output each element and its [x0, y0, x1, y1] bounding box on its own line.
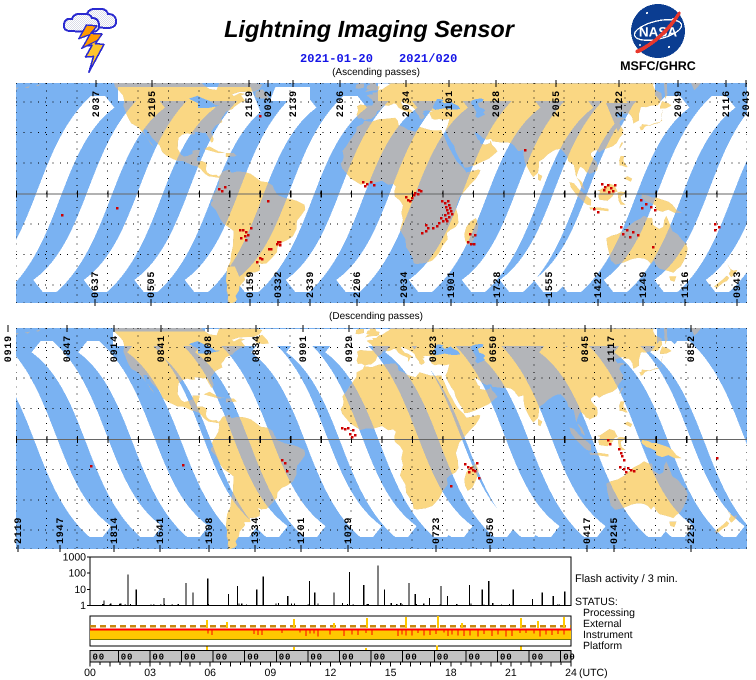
svg-text:0245: 0245 — [610, 517, 621, 544]
svg-text:0845: 0845 — [581, 335, 592, 362]
svg-text:00: 00 — [310, 653, 322, 663]
svg-text:2055: 2055 — [552, 90, 563, 117]
svg-text:100: 100 — [68, 568, 86, 580]
svg-text:21: 21 — [505, 667, 517, 679]
svg-text:00: 00 — [184, 653, 196, 663]
svg-text:0417: 0417 — [583, 517, 594, 544]
svg-text:00: 00 — [247, 653, 259, 663]
svg-text:0919: 0919 — [4, 335, 15, 362]
svg-text:2049: 2049 — [674, 90, 685, 117]
svg-text:2043: 2043 — [742, 90, 753, 117]
svg-text:1641: 1641 — [156, 517, 167, 544]
svg-text:1117: 1117 — [607, 335, 618, 362]
svg-text:0929: 0929 — [345, 335, 356, 362]
svg-text:Instrument: Instrument — [583, 629, 633, 641]
svg-text:0943: 0943 — [733, 271, 744, 298]
svg-text:2028: 2028 — [492, 90, 503, 117]
svg-text:00: 00 — [342, 653, 354, 663]
svg-text:2034: 2034 — [400, 271, 411, 298]
svg-text:1201: 1201 — [297, 517, 308, 544]
svg-text:1000: 1000 — [63, 552, 87, 564]
svg-text:00: 00 — [563, 653, 575, 663]
svg-text:Flash activity / 3 min.: Flash activity / 3 min. — [575, 573, 678, 585]
svg-text:2021/020: 2021/020 — [399, 52, 457, 66]
svg-text:1029: 1029 — [344, 517, 355, 544]
svg-text:0637: 0637 — [91, 271, 102, 298]
svg-text:2339: 2339 — [306, 271, 317, 298]
svg-text:00: 00 — [279, 653, 291, 663]
svg-text:2122: 2122 — [615, 90, 626, 117]
svg-text:2139: 2139 — [289, 90, 300, 117]
svg-text:1947: 1947 — [56, 517, 67, 544]
svg-text:Lightning Imaging Sensor: Lightning Imaging Sensor — [224, 16, 516, 42]
svg-text:18: 18 — [445, 667, 457, 679]
svg-text:2021-01-20: 2021-01-20 — [300, 52, 373, 66]
svg-text:15: 15 — [385, 667, 397, 679]
svg-text:0847: 0847 — [63, 335, 74, 362]
svg-text:2159: 2159 — [245, 90, 256, 117]
svg-text:00: 00 — [374, 653, 386, 663]
svg-text:2116: 2116 — [722, 90, 733, 117]
svg-text:2105: 2105 — [148, 90, 159, 117]
svg-text:00: 00 — [500, 653, 512, 663]
svg-text:10: 10 — [74, 584, 86, 596]
svg-text:2206: 2206 — [353, 271, 364, 298]
svg-text:Platform: Platform — [583, 640, 622, 652]
svg-text:1334: 1334 — [251, 517, 262, 544]
svg-text:00: 00 — [216, 653, 228, 663]
svg-text:06: 06 — [204, 667, 216, 679]
svg-text:0908: 0908 — [204, 335, 215, 362]
svg-text:2206: 2206 — [336, 90, 347, 117]
svg-text:External: External — [583, 618, 622, 630]
svg-text:2034: 2034 — [402, 90, 413, 117]
svg-text:0332: 0332 — [274, 271, 285, 298]
svg-text:Processing: Processing — [583, 607, 635, 619]
svg-text:STATUS:: STATUS: — [575, 596, 618, 608]
svg-text:2252: 2252 — [687, 517, 698, 544]
svg-text:0901: 0901 — [299, 335, 310, 362]
svg-text:1555: 1555 — [545, 271, 556, 298]
svg-text:MSFC/GHRC: MSFC/GHRC — [620, 59, 696, 73]
svg-text:(Ascending passes): (Ascending passes) — [332, 67, 420, 78]
svg-text:1728: 1728 — [493, 271, 504, 298]
svg-text:0550: 0550 — [486, 517, 497, 544]
svg-text:09: 09 — [265, 667, 277, 679]
svg-text:1249: 1249 — [639, 271, 650, 298]
svg-text:0841: 0841 — [157, 335, 168, 362]
svg-text:0723: 0723 — [432, 517, 443, 544]
svg-text:0505: 0505 — [147, 271, 158, 298]
svg-text:00: 00 — [93, 653, 105, 663]
svg-text:00: 00 — [84, 667, 96, 679]
svg-text:1901: 1901 — [447, 271, 458, 298]
svg-text:1422: 1422 — [594, 271, 605, 298]
svg-text:2119: 2119 — [14, 517, 25, 544]
svg-text:0650: 0650 — [489, 335, 500, 362]
svg-text:0914: 0914 — [110, 335, 121, 362]
svg-text:12: 12 — [325, 667, 337, 679]
svg-text:0032: 0032 — [264, 90, 275, 117]
svg-text:00: 00 — [152, 653, 164, 663]
svg-text:0852: 0852 — [687, 335, 698, 362]
svg-text:2101: 2101 — [445, 90, 456, 117]
svg-text:24: 24 — [565, 667, 577, 679]
svg-text:2037: 2037 — [92, 90, 103, 117]
svg-text:0159: 0159 — [246, 271, 257, 298]
svg-text:1508: 1508 — [205, 517, 216, 544]
svg-text:03: 03 — [144, 667, 156, 679]
svg-text:0823: 0823 — [429, 335, 440, 362]
svg-text:00: 00 — [532, 653, 544, 663]
svg-text:1814: 1814 — [110, 517, 121, 544]
svg-text:00: 00 — [468, 653, 480, 663]
svg-text:1: 1 — [80, 600, 86, 612]
svg-text:0834: 0834 — [252, 335, 263, 362]
svg-text:(UTC): (UTC) — [579, 667, 608, 679]
svg-text:1116: 1116 — [681, 271, 692, 298]
svg-text:00: 00 — [405, 653, 417, 663]
svg-text:00: 00 — [121, 653, 133, 663]
svg-text:00: 00 — [437, 653, 449, 663]
svg-text:(Descending passes): (Descending passes) — [329, 311, 423, 322]
